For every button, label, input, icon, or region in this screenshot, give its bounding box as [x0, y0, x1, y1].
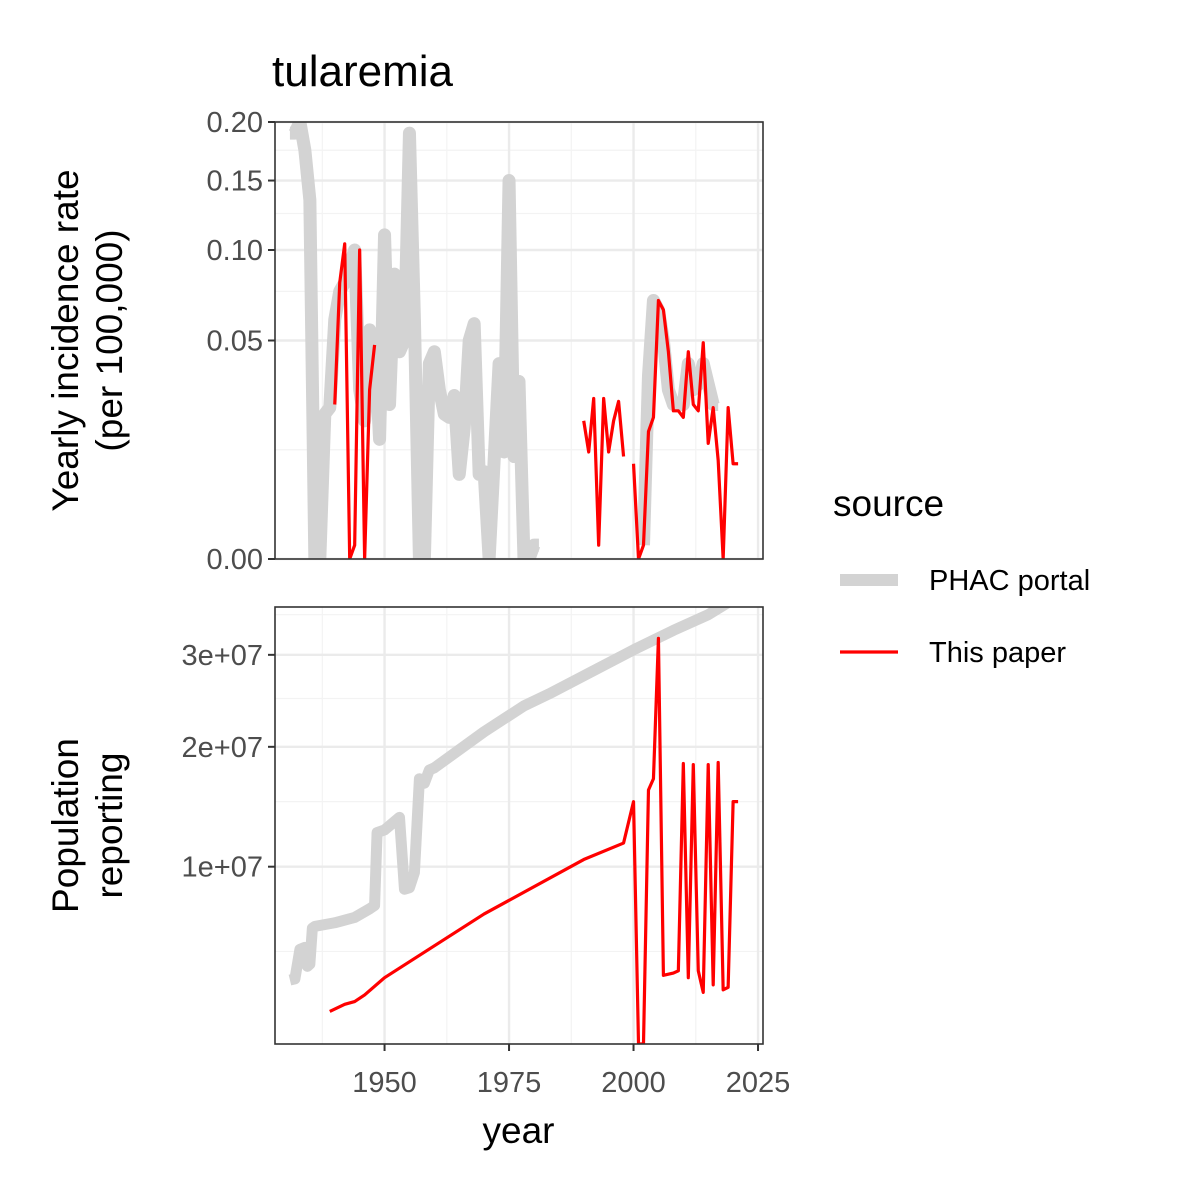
- y-axis-title-line1: Yearly incidence rate: [45, 169, 86, 511]
- y-tick-label: 0.10: [207, 235, 263, 267]
- series-line-this-paper-1: [582, 396, 626, 547]
- y-tick-label: 2e+07: [182, 732, 263, 764]
- x-tick-label: 2000: [601, 1067, 666, 1099]
- y-axis-title-line2: reporting: [89, 752, 130, 898]
- panel-border: [274, 606, 764, 1045]
- legend-item-this-paper: This paper: [840, 637, 1066, 669]
- series-line-this-paper-0: [333, 242, 377, 559]
- y-tick-label: 0.15: [207, 166, 263, 198]
- series-line-phac-portal-0: [288, 607, 732, 986]
- legend: source PHAC portal This paper: [833, 483, 1090, 669]
- legend-items: PHAC portal This paper: [840, 565, 1090, 669]
- y-tick-label: 0.05: [207, 326, 263, 358]
- series-line-this-paper-2: [631, 298, 739, 559]
- panel-incidence: 0.00 0.05 0.10 0.15 0.20 Yearly incidence rat…: [45, 107, 764, 576]
- legend-item-phac-portal: PHAC portal: [840, 565, 1090, 597]
- panels: 0.00 0.05 0.10 0.15 0.20 Yearly incidence rat…: [45, 107, 790, 1099]
- series-line-this-paper-0: [329, 636, 739, 1044]
- x-tick-label: 1950: [352, 1067, 417, 1099]
- y-tick-label: 0.00: [207, 544, 263, 576]
- legend-title: source: [833, 483, 944, 524]
- y-tick-label: 3e+07: [182, 640, 263, 672]
- x-axis-title: year: [483, 1110, 555, 1151]
- y-axis-title-line2: (per 100,000): [89, 229, 130, 451]
- y-tick-label: 0.20: [207, 107, 263, 139]
- y-axis-title-line1: Population: [45, 738, 86, 913]
- y-tick-label: 1e+07: [182, 852, 263, 884]
- panel-population: 1e+07 2e+07 3e+07 Population reporting 1950 19…: [45, 606, 791, 1099]
- x-tick-label: 2025: [726, 1067, 791, 1099]
- series-line-phac-portal-0: [288, 122, 541, 559]
- legend-label: This paper: [929, 637, 1066, 669]
- series-group: [288, 122, 739, 559]
- series-group: [288, 607, 739, 1044]
- x-tick-label: 1975: [477, 1067, 542, 1099]
- legend-label: PHAC portal: [929, 565, 1090, 597]
- chart-title: tularemia: [272, 47, 453, 96]
